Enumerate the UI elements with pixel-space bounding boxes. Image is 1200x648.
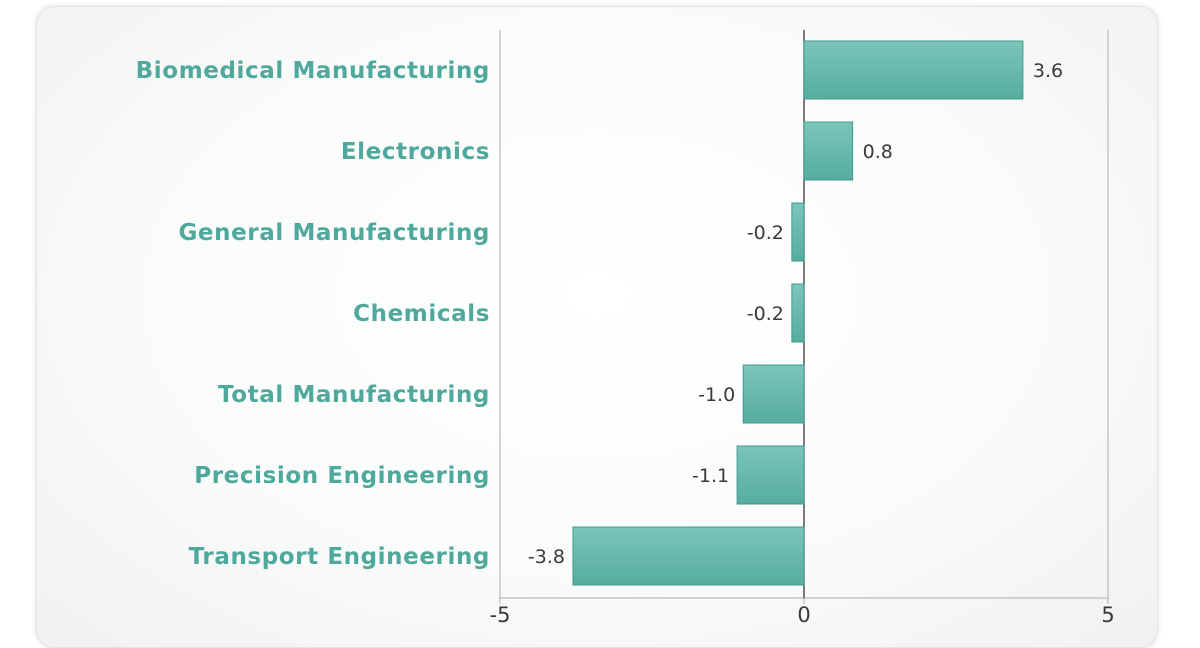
category-label: Biomedical Manufacturing xyxy=(136,58,490,84)
value-label: 3.6 xyxy=(1033,60,1063,82)
x-tick-label: 0 xyxy=(797,603,810,627)
bar xyxy=(736,445,805,505)
category-label: Precision Engineering xyxy=(194,463,490,489)
bar xyxy=(572,526,805,586)
category-label: Transport Engineering xyxy=(189,544,490,570)
x-tick-label: -5 xyxy=(490,603,511,627)
value-label: 0.8 xyxy=(863,141,893,163)
bar xyxy=(803,121,854,181)
category-label: General Manufacturing xyxy=(178,220,490,246)
value-label: -1.1 xyxy=(692,465,729,487)
bar xyxy=(791,202,805,262)
category-label: Total Manufacturing xyxy=(218,382,490,408)
bars xyxy=(572,40,1024,586)
category-label: Electronics xyxy=(341,139,490,165)
labels: -5 0 5 Biomedical Manufacturing 3.6 Electroni… xyxy=(136,58,1115,627)
bar xyxy=(803,40,1024,100)
x-tick-label: 5 xyxy=(1101,603,1114,627)
bar xyxy=(791,283,805,343)
value-label: -3.8 xyxy=(528,546,565,568)
value-label: -0.2 xyxy=(747,303,784,325)
category-label: Chemicals xyxy=(353,301,490,327)
bar xyxy=(742,364,805,424)
value-label: -0.2 xyxy=(747,222,784,244)
bar-chart: -5 0 5 Biomedical Manufacturing 3.6 Electroni… xyxy=(136,30,1115,627)
value-label: -1.0 xyxy=(698,384,735,406)
